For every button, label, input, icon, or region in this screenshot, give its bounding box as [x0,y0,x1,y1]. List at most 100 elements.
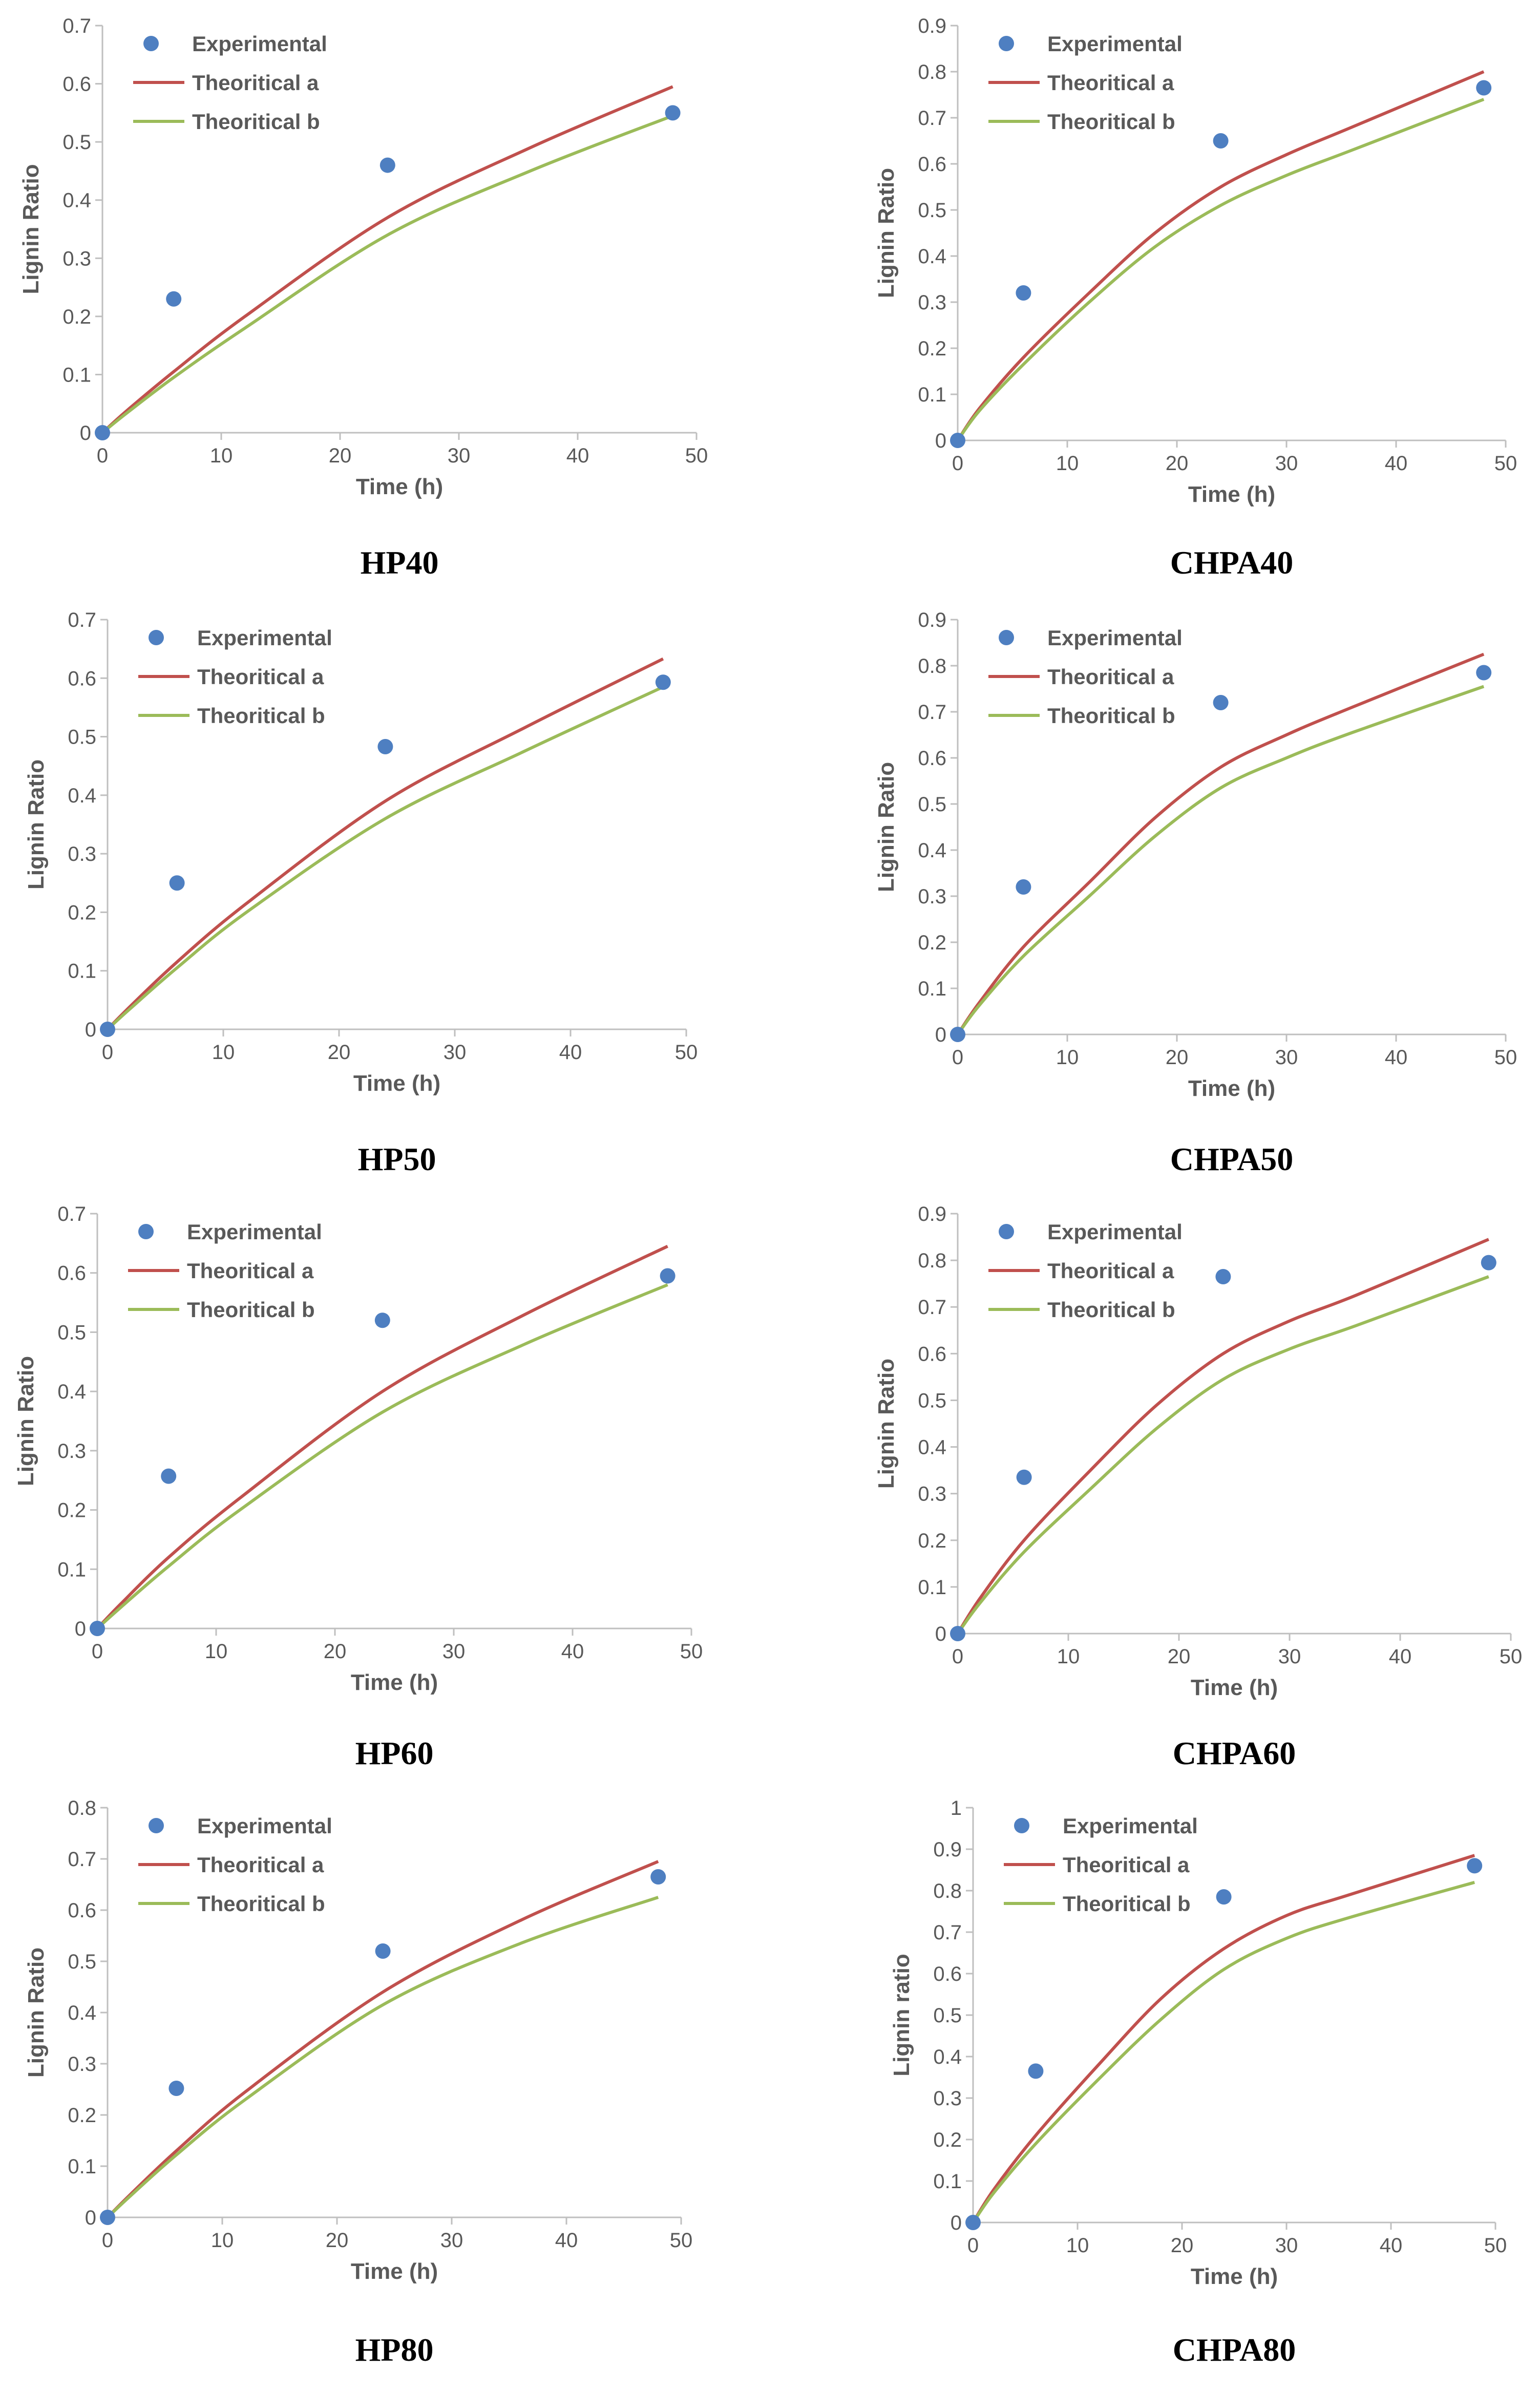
x-tick-label: 20 [1171,2234,1194,2257]
legend-label: Theoritical a [1063,1853,1190,1877]
y-tick-label: 0.1 [918,1576,946,1599]
x-tick-label: 10 [1057,1645,1080,1668]
y-axis-label: Lignin Ratio [874,1359,899,1489]
legend-label: Theoritical a [192,71,319,95]
y-tick-label: 0.7 [62,15,91,37]
y-tick-label: 0.8 [918,1250,946,1272]
x-tick-label: 0 [97,444,108,467]
chart-panel-chpa80: 0 10 20 30 40 50 0 0.1 0.2 0.3 0.4 0.5 0.6 0.7 0.8 0.9 1… [889,1797,1507,2368]
chart-panel-hp80: 0 10 20 30 40 50 0 0.1 0.2 0.3 0.4 0.5 0.6 0.7 0.8 Time… [24,1797,692,2368]
experimental-point [660,1268,676,1284]
experimental-point [379,157,395,173]
y-tick-label: 0.3 [933,2087,962,2110]
legend-label: Theoritical b [1047,704,1175,728]
y-tick-label: 0.1 [57,1558,86,1581]
y-axis-label: Lignin Ratio [874,168,899,298]
x-axis-label: Time (h) [356,474,443,499]
x-tick-label: 20 [328,1041,351,1064]
y-tick-label: 0.3 [57,1440,86,1463]
experimental-point [950,433,965,448]
x-axis-label: Time (h) [1191,2264,1278,2289]
experimental-point [375,1943,391,1959]
y-tick-label: 0.6 [918,153,946,176]
legend-experimental-marker [999,1224,1014,1239]
x-tick-label: 20 [1166,452,1189,475]
chart-panel-hp50: 0 10 20 30 40 50 0 0.1 0.2 0.3 0.4 0.5 0.6 0.7 Time (h… [24,609,698,1177]
y-tick-label: 0.5 [57,1321,86,1344]
y-tick-label: 0.1 [918,384,946,406]
y-tick-label: 0.3 [918,291,946,314]
x-tick-label: 20 [326,2229,349,2252]
y-tick-label: 0.7 [918,701,946,724]
x-tick-label: 30 [1278,1645,1301,1668]
y-tick-label: 0.8 [933,1880,962,1902]
y-tick-label: 0 [75,1618,86,1640]
x-tick-label: 30 [1275,1046,1298,1069]
legend-label: Experimental [187,1220,322,1244]
theoretical-a-line [96,1244,668,1630]
y-tick-label: 0.5 [918,793,946,816]
x-tick-label: 20 [1166,1046,1189,1069]
x-tick-label: 50 [1494,1046,1517,1069]
legend-experimental-marker [149,630,164,645]
x-axis-label: Time (h) [353,1071,440,1096]
legend-label: Theoritical a [1047,71,1174,95]
y-tick-label: 0.6 [68,1899,96,1922]
x-axis-label: Time (h) [351,2259,438,2284]
y-tick-label: 0.4 [933,2046,962,2068]
y-tick-label: 0.6 [933,1963,962,1985]
theoretical-b-line [96,1283,668,1630]
chart-panel-hp40: 0 10 20 30 40 50 0 0.1 0.2 0.3 0.4 0.5 0.6 0.7 Time (h… [18,15,708,581]
x-tick-label: 40 [559,1041,582,1064]
x-tick-label: 40 [566,444,589,467]
y-tick-label: 0.9 [918,15,946,37]
theoretical-a-line [101,85,673,434]
y-axis-label: Lignin ratio [889,1954,914,2077]
y-tick-label: 0 [935,1623,946,1645]
x-tick-label: 40 [561,1640,584,1663]
x-tick-label: 10 [1066,2234,1089,2257]
x-tick-label: 40 [1385,1046,1408,1069]
x-tick-label: 50 [670,2229,693,2252]
x-tick-label: 50 [685,444,708,467]
y-tick-label: 0.4 [68,785,96,807]
x-tick-label: 10 [205,1640,228,1663]
experimental-point [1016,1469,1032,1485]
y-tick-label: 0 [935,430,946,452]
experimental-point [665,105,681,121]
chart-panel-hp60: 0 10 20 30 40 50 0 0.1 0.2 0.3 0.4 0.5 0.6 0.7 Time (h… [13,1203,703,1771]
x-tick-label: 30 [1275,2234,1298,2257]
y-tick-label: 0.1 [918,978,946,1000]
x-tick-label: 10 [1056,452,1079,475]
theoretical-b-line [106,1896,659,2219]
x-tick-label: 0 [952,1645,963,1668]
x-tick-label: 30 [442,1640,466,1663]
experimental-point [168,2081,184,2096]
theoretical-a-line [956,70,1485,441]
x-tick-label: 0 [102,1041,113,1064]
x-tick-label: 50 [1500,1645,1523,1668]
y-tick-label: 0.4 [918,245,946,268]
experimental-point [374,1313,390,1328]
x-tick-label: 30 [448,444,471,467]
x-tick-label: 10 [1056,1046,1079,1069]
y-tick-label: 0.5 [918,1389,946,1412]
chart-panel-chpa50: 0 10 20 30 40 50 0 0.1 0.2 0.3 0.4 0.5 0.6 0.7 0.8 0.9 T… [874,609,1517,1177]
x-tick-label: 10 [211,2229,234,2252]
y-tick-label: 0.4 [68,2002,96,2024]
y-tick-label: 0 [85,2207,96,2229]
x-tick-label: 0 [967,2234,979,2257]
x-tick-label: 10 [210,444,233,467]
y-tick-label: 0.4 [57,1381,86,1403]
experimental-point [100,1022,115,1037]
y-tick-label: 0 [951,2212,962,2234]
legend-experimental-marker [149,1818,164,1833]
y-tick-label: 0.1 [933,2170,962,2193]
theoretical-b-line [106,685,664,1031]
x-tick-label: 40 [1389,1645,1412,1668]
panel-caption: CHPA80 [1173,2332,1296,2368]
y-tick-label: 0.3 [62,247,91,270]
x-axis-label: Time (h) [1188,482,1275,507]
y-tick-label: 0.1 [68,960,96,983]
